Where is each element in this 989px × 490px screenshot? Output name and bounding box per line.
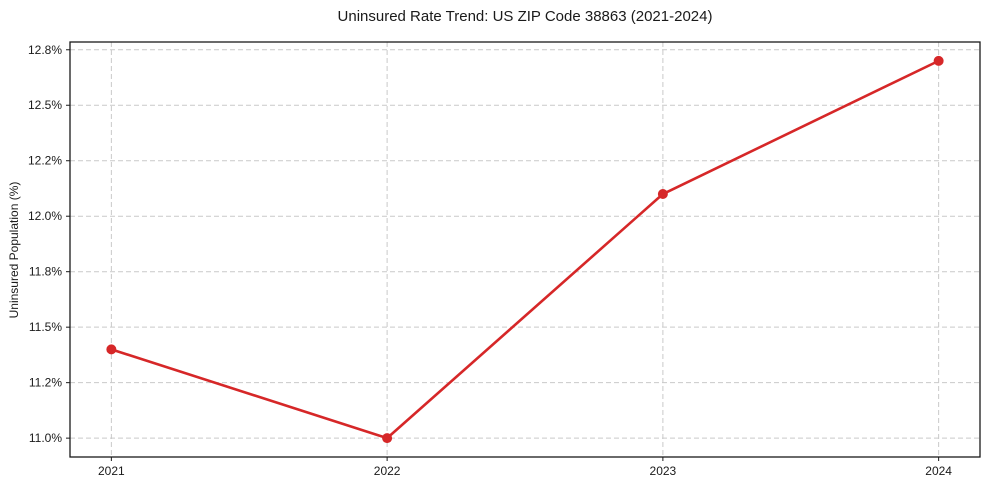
trend-line [110, 59, 940, 440]
data-point [657, 189, 668, 200]
y-tick-label: 12.2% [28, 154, 62, 168]
y-tick-label: 11.0% [29, 431, 62, 445]
y-tick-label: 11.5% [29, 320, 62, 334]
x-tick-label: 2024 [925, 464, 952, 478]
data-point [382, 433, 393, 444]
data-point [106, 344, 117, 355]
x-tick-label: 2023 [650, 464, 677, 478]
x-tick-label: 2022 [374, 464, 401, 478]
y-tick-label: 12.8% [28, 43, 62, 57]
axis-frame [69, 41, 981, 458]
data-point [933, 55, 944, 66]
x-tick-label: 2021 [98, 464, 125, 478]
chart-title: Uninsured Rate Trend: US ZIP Code 38863 … [337, 8, 713, 25]
y-tick-label: 11.2% [29, 376, 62, 390]
y-tick-label: 12.5% [28, 98, 62, 112]
y-tick-label: 11.8% [29, 265, 62, 279]
y-tick-label: 12.0% [28, 209, 62, 223]
